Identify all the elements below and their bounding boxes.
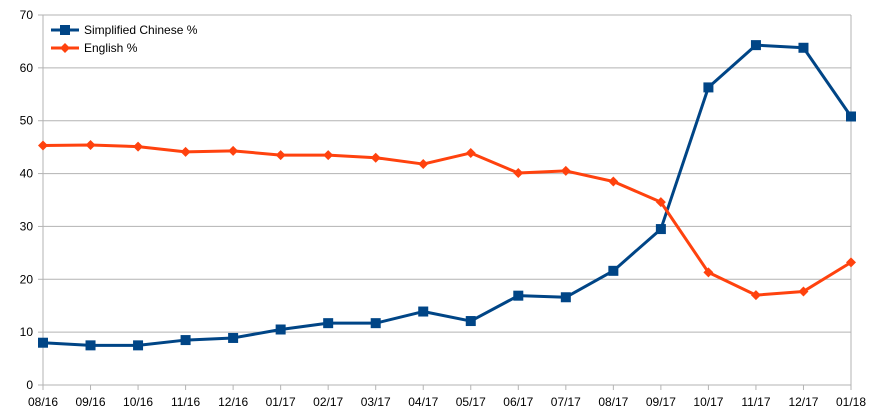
x-tick-label: 10/16 (123, 395, 153, 409)
data-point (608, 265, 619, 276)
x-tick-label: 11/17 (741, 395, 770, 409)
legend-swatch-marker (60, 43, 70, 53)
legend: Simplified Chinese % English % (51, 23, 198, 55)
data-point (750, 290, 761, 301)
data-point (418, 159, 429, 170)
data-point (750, 40, 761, 51)
data-point (323, 318, 334, 329)
data-point (465, 147, 476, 158)
series (38, 40, 856, 351)
x-tick-label: 01/17 (266, 395, 296, 409)
data-point (133, 340, 144, 351)
x-tick-label: 02/17 (313, 395, 343, 409)
data-point (655, 197, 666, 208)
data-point (85, 140, 96, 151)
data-point (275, 150, 286, 161)
series-simplified-chinese (38, 40, 856, 351)
data-point (465, 316, 476, 327)
legend-label: Simplified Chinese % (84, 23, 198, 37)
x-tick-label: 03/17 (361, 395, 391, 409)
data-point (418, 306, 429, 317)
data-point (323, 150, 334, 161)
data-point (703, 82, 714, 93)
series-line (42, 43, 853, 347)
grid-lines (43, 14, 851, 386)
x-tick-label: 05/17 (456, 395, 486, 409)
legend-item: English % (51, 41, 138, 55)
series-english (38, 140, 856, 301)
data-point (38, 337, 48, 348)
x-tick-label: 07/17 (551, 395, 581, 409)
x-tick-label: 11/16 (171, 395, 200, 409)
y-tick-label: 40 (20, 167, 34, 181)
data-point (370, 152, 381, 163)
legend-swatch-marker (60, 25, 70, 35)
data-point (228, 145, 239, 156)
y-tick-label: 10 (20, 325, 34, 339)
y-tick-labels: 0 10 20 30 40 50 60 70 (20, 8, 34, 392)
data-point (180, 146, 191, 157)
data-point (703, 267, 714, 278)
data-point (846, 257, 856, 268)
x-tick-label: 04/17 (408, 395, 438, 409)
data-point (228, 332, 239, 343)
data-point (655, 224, 666, 235)
data-point (798, 42, 809, 53)
x-tick-label: 08/17 (598, 395, 628, 409)
data-point (513, 290, 524, 301)
x-tick-label: 01/18 (836, 395, 866, 409)
data-point (370, 318, 381, 329)
legend-label: English % (84, 41, 138, 55)
data-point (85, 340, 96, 351)
x-tick-label: 10/17 (693, 395, 723, 409)
legend-item: Simplified Chinese % (51, 23, 198, 37)
y-tick-label: 30 (20, 219, 34, 233)
y-tick-label: 50 (20, 114, 34, 128)
data-point (513, 168, 524, 179)
data-point (560, 292, 571, 303)
data-point (560, 165, 571, 176)
x-tick-label: 09/17 (646, 395, 676, 409)
y-tick-label: 20 (20, 272, 34, 286)
data-point (846, 111, 856, 122)
x-tick-label: 06/17 (503, 395, 533, 409)
axes (38, 14, 852, 390)
x-tick-label: 08/16 (28, 395, 58, 409)
data-point (798, 286, 809, 297)
y-tick-label: 0 (26, 378, 33, 392)
data-point (38, 140, 48, 151)
data-point (133, 141, 144, 152)
data-point (275, 324, 286, 335)
x-tick-label: 12/16 (218, 395, 248, 409)
data-point (180, 335, 191, 346)
data-point (608, 176, 619, 187)
x-tick-labels: 08/16 09/16 10/16 11/16 12/16 01/17 02/17 03/17… (28, 395, 866, 409)
series-line (42, 143, 852, 297)
x-tick-label: 09/16 (76, 395, 106, 409)
x-tick-label: 12/17 (788, 395, 818, 409)
y-tick-label: 70 (20, 8, 34, 22)
y-tick-label: 60 (20, 61, 34, 75)
